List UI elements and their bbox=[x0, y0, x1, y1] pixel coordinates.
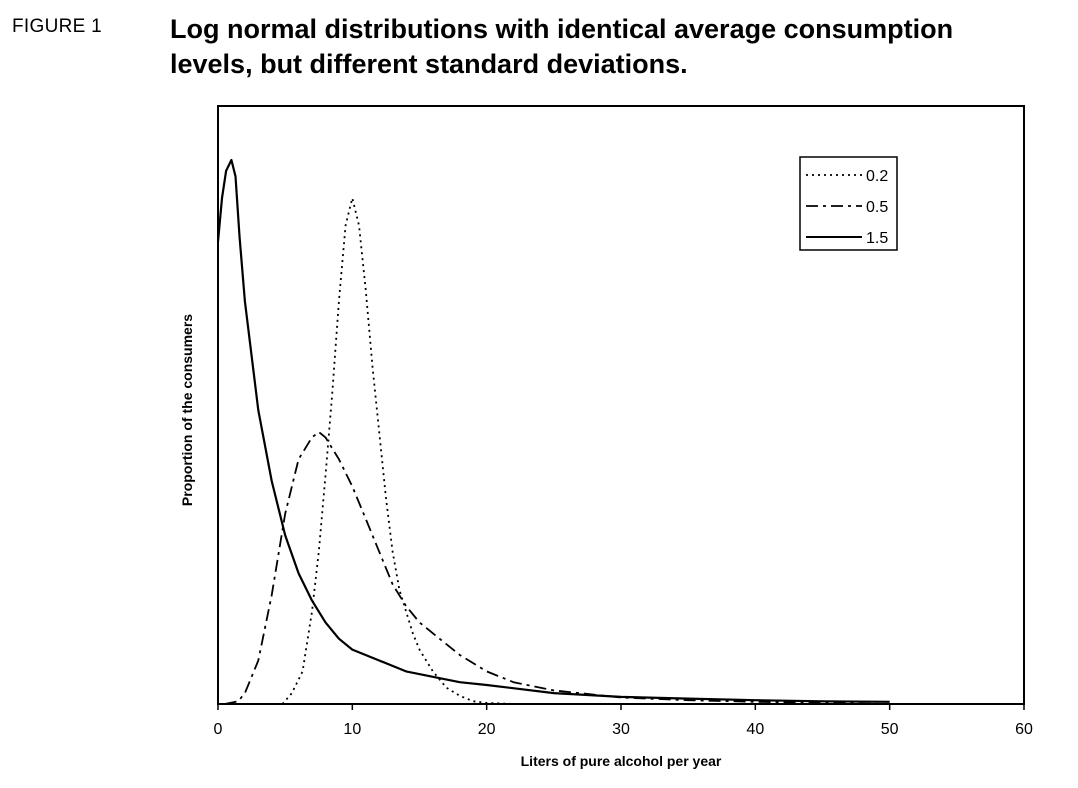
legend-label: 0.2 bbox=[866, 168, 888, 185]
x-tick-label: 0 bbox=[214, 721, 223, 738]
figure-title: Log normal distributions with identical … bbox=[170, 12, 1060, 82]
x-tick-label: 40 bbox=[746, 721, 764, 738]
y-axis-label: Proportion of the consumers bbox=[179, 314, 195, 506]
plot-frame bbox=[217, 105, 1025, 705]
legend-label: 1.5 bbox=[866, 230, 888, 247]
x-axis-tick-labels: 0 10 20 30 40 50 60 bbox=[214, 721, 1033, 738]
legend-box bbox=[799, 156, 898, 251]
x-tick-label: 10 bbox=[343, 721, 361, 738]
x-axis-label: Liters of pure alcohol per year bbox=[521, 753, 722, 769]
series-line-0.2 bbox=[281, 197, 514, 705]
x-tick-label: 30 bbox=[612, 721, 630, 738]
x-tick-label: 50 bbox=[881, 721, 899, 738]
figure-title-line-1: Log normal distributions with identical … bbox=[170, 14, 954, 44]
figure-label: FIGURE 1 bbox=[12, 16, 103, 37]
x-axis-ticks bbox=[217, 704, 1025, 710]
x-tick-label: 60 bbox=[1015, 721, 1033, 738]
series-line-0.5 bbox=[224, 431, 890, 705]
series-layer bbox=[216, 158, 890, 705]
legend-label: 0.5 bbox=[866, 199, 888, 216]
figure-title-line-2: levels, but different standard deviation… bbox=[170, 49, 688, 79]
legend: 0.2 0.5 1.5 bbox=[799, 156, 898, 251]
x-tick-label: 20 bbox=[478, 721, 496, 738]
series-line-1.5 bbox=[216, 158, 890, 703]
